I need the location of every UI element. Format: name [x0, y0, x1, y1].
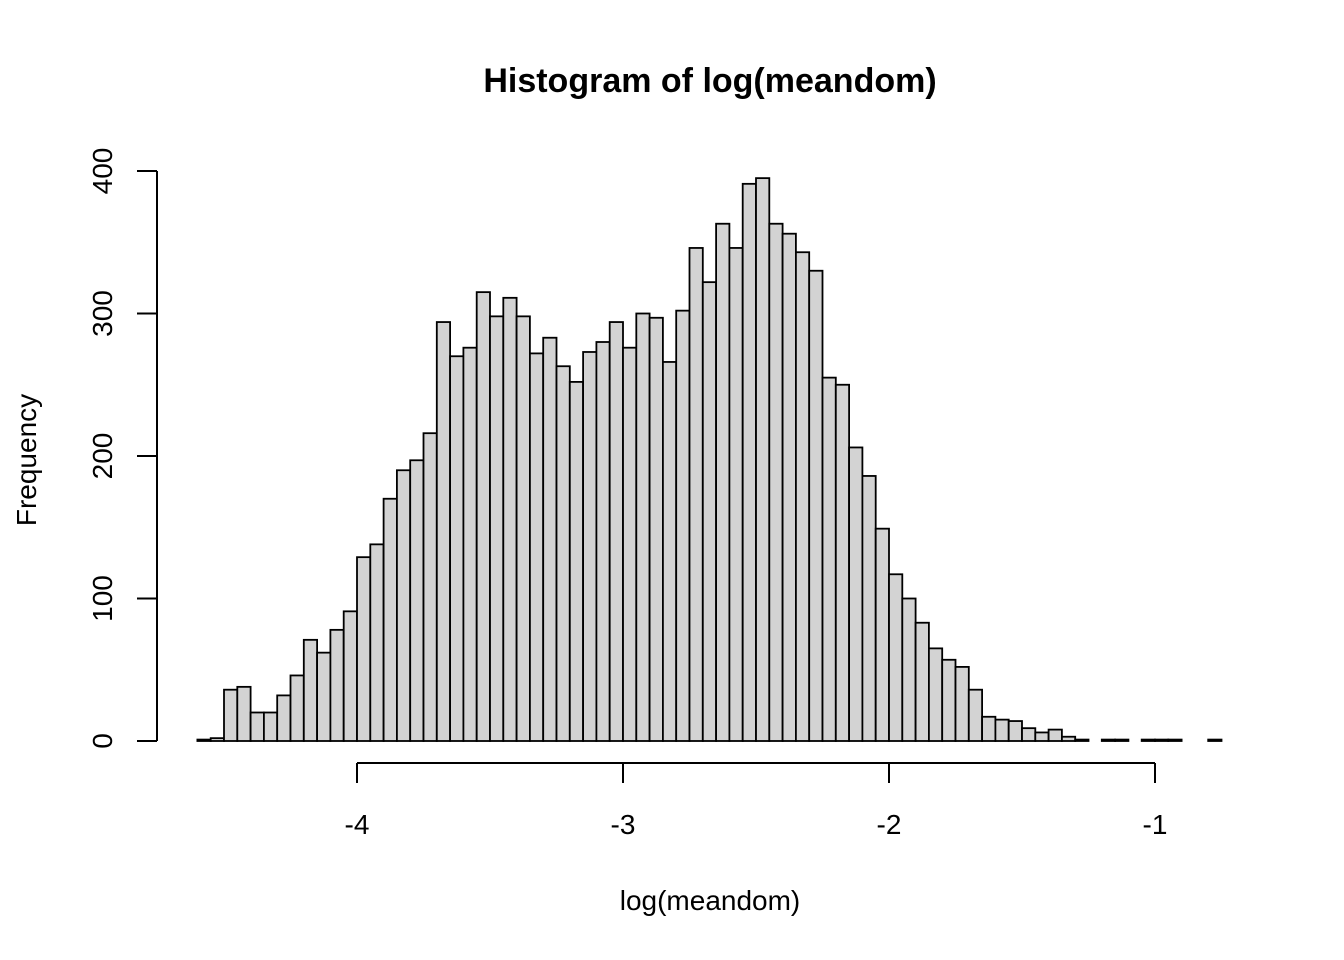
histogram-bar	[395, 469, 412, 742]
histogram-bar	[662, 361, 678, 742]
histogram-bar	[262, 711, 279, 742]
histogram-bar	[595, 341, 611, 742]
histogram-bar	[1021, 727, 1037, 742]
histogram-bar	[449, 355, 465, 742]
y-tick-label: 0	[87, 733, 118, 749]
histogram-bar	[1114, 738, 1130, 742]
histogram-bar	[223, 688, 239, 742]
histogram-bar	[302, 638, 318, 742]
x-axis: -4 -3 -2 -1	[345, 762, 1168, 840]
histogram-bar	[329, 628, 345, 742]
histogram-bar	[821, 376, 837, 742]
histogram-bar	[582, 351, 598, 742]
histogram-bar	[542, 336, 558, 742]
x-tick-label: -3	[611, 809, 636, 840]
histogram-bar	[236, 685, 252, 742]
histogram-bar	[941, 658, 957, 742]
histogram-bar	[808, 269, 824, 742]
y-tick-label: 400	[87, 148, 118, 195]
y-tick-label: 200	[87, 433, 118, 480]
histogram-bar	[422, 432, 438, 742]
histogram-bar	[608, 321, 624, 742]
histogram-bar	[382, 497, 398, 742]
histogram-bar	[369, 543, 385, 742]
histogram-bar	[688, 247, 704, 742]
chart-title: Histogram of log(meandom)	[483, 62, 936, 100]
histogram-bar	[874, 527, 890, 742]
histogram-bar	[342, 610, 358, 742]
y-tick-label: 100	[87, 575, 118, 622]
histogram-bar	[888, 573, 904, 742]
histogram-bar	[795, 251, 811, 742]
histogram-bar	[1207, 738, 1223, 742]
histogram-bar	[1047, 728, 1063, 742]
histogram-bar	[409, 459, 425, 742]
histogram-bar	[861, 475, 877, 742]
histogram-bar	[462, 346, 478, 742]
histogram-bar	[1034, 731, 1050, 742]
histogram-bar	[196, 738, 212, 742]
histogram-bar	[475, 291, 491, 742]
histogram-bar	[1074, 738, 1090, 742]
histogram-bar	[954, 666, 970, 742]
histogram-bar	[728, 247, 744, 742]
histogram-bar	[967, 688, 983, 742]
histogram-bar	[901, 597, 917, 742]
histogram-bar	[489, 315, 505, 742]
histogram-bar	[289, 674, 305, 742]
histogram-bar	[914, 621, 930, 742]
histogram-bar	[622, 346, 638, 742]
histogram-bar	[675, 309, 691, 742]
histogram-bar	[515, 315, 531, 742]
histogram-bar	[555, 365, 571, 742]
x-axis-label: log(meandom)	[620, 885, 801, 916]
histogram-bar	[356, 556, 372, 742]
histogram-bar	[316, 651, 332, 742]
histogram-bar	[568, 380, 584, 742]
y-axis: 0 100 200 300 400	[87, 148, 158, 749]
histogram-bar	[848, 446, 864, 742]
histogram-bar	[755, 177, 771, 742]
x-tick-label: -4	[345, 809, 370, 840]
histogram-bar	[994, 718, 1010, 742]
histogram-bar	[701, 281, 717, 742]
histogram-bar	[502, 296, 518, 742]
x-tick-label: -1	[1143, 809, 1168, 840]
histogram-bar	[768, 222, 784, 742]
histogram-bar	[715, 222, 731, 742]
histogram-bar	[981, 715, 997, 742]
x-tick-label: -2	[877, 809, 902, 840]
histogram-bar	[741, 182, 757, 742]
histogram-bars	[196, 177, 1223, 742]
histogram-bar	[249, 711, 265, 742]
histogram-bar	[209, 737, 225, 742]
histogram-bar	[635, 312, 651, 742]
histogram-bar	[928, 647, 944, 742]
histogram-bar	[1061, 735, 1077, 742]
histogram-bar	[1007, 720, 1023, 742]
y-tick-label: 300	[87, 290, 118, 337]
histogram-bar	[1100, 738, 1117, 742]
histogram-bar	[834, 383, 850, 742]
histogram-bar	[435, 321, 451, 742]
histogram-bar	[648, 316, 664, 742]
histogram-bar	[529, 352, 545, 742]
histogram-bar	[1140, 738, 1156, 742]
histogram-bar	[276, 694, 292, 742]
histogram-bar	[1167, 738, 1183, 742]
histogram-bar	[781, 232, 797, 742]
histogram-bar	[1154, 738, 1170, 742]
y-axis-label: Frequency	[11, 394, 42, 526]
